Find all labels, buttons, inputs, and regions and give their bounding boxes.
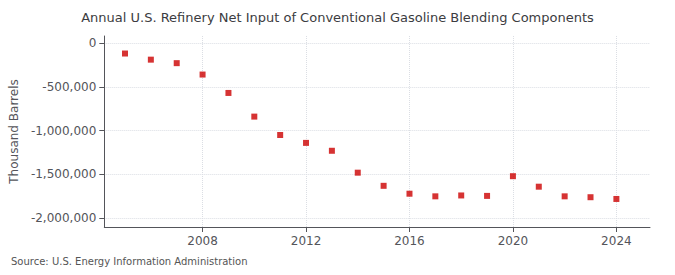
svg-text:0: 0 bbox=[89, 36, 97, 50]
svg-text:-1,000,000: -1,000,000 bbox=[31, 124, 96, 138]
svg-text:-2,000,000: -2,000,000 bbox=[31, 211, 96, 225]
svg-text:Annual U.S. Refinery Net Input: Annual U.S. Refinery Net Input of Conven… bbox=[81, 10, 594, 25]
svg-text:Source: U.S. Energy Informatio: Source: U.S. Energy Information Administ… bbox=[11, 256, 248, 267]
svg-text:Thousand Barrels: Thousand Barrels bbox=[7, 79, 21, 184]
svg-text:2008: 2008 bbox=[187, 234, 218, 248]
svg-text:2016: 2016 bbox=[394, 234, 425, 248]
svg-text:2024: 2024 bbox=[601, 234, 632, 248]
svg-text:2012: 2012 bbox=[291, 234, 322, 248]
svg-text:2020: 2020 bbox=[498, 234, 529, 248]
svg-text:-1,500,000: -1,500,000 bbox=[31, 167, 96, 181]
svg-text:-500,000: -500,000 bbox=[42, 80, 96, 94]
